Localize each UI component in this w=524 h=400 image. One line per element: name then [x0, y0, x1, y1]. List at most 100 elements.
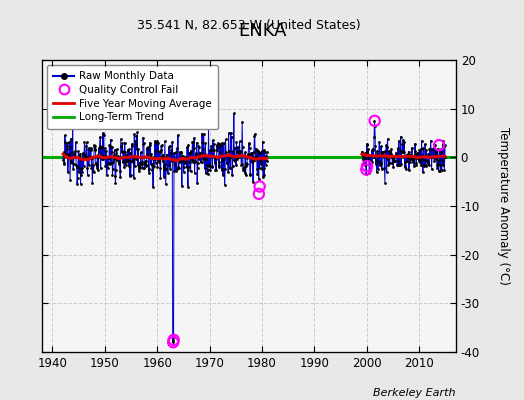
Point	[244, 152, 252, 158]
Point	[126, 149, 135, 156]
Point	[440, 143, 448, 149]
Point	[198, 130, 206, 137]
Point	[405, 167, 413, 173]
Point	[133, 129, 141, 136]
Point	[143, 162, 151, 169]
Point	[165, 144, 173, 150]
Point	[228, 163, 237, 169]
Point	[145, 170, 154, 176]
Point	[384, 136, 392, 142]
Point	[169, 334, 178, 341]
Point	[257, 161, 265, 167]
Point	[418, 156, 427, 162]
Title: 35.541 N, 82.653 W (United States): 35.541 N, 82.653 W (United States)	[137, 20, 361, 32]
Point	[114, 153, 122, 159]
Text: ENKA: ENKA	[238, 22, 286, 40]
Point	[97, 145, 105, 151]
Point	[64, 151, 72, 158]
Point	[105, 154, 113, 161]
Point	[438, 157, 446, 164]
Point	[205, 162, 213, 168]
Point	[256, 150, 265, 156]
Point	[146, 151, 154, 158]
Point	[435, 142, 443, 148]
Point	[171, 157, 179, 164]
Point	[154, 147, 162, 154]
Point	[430, 158, 439, 164]
Point	[431, 156, 440, 162]
Point	[183, 144, 191, 150]
Point	[68, 149, 77, 155]
Point	[425, 162, 433, 168]
Point	[422, 162, 430, 168]
Point	[366, 152, 375, 159]
Point	[434, 160, 442, 166]
Point	[366, 153, 374, 159]
Point	[379, 149, 387, 155]
Point	[204, 125, 213, 131]
Point	[403, 154, 412, 161]
Point	[161, 160, 169, 167]
Point	[111, 179, 119, 186]
Point	[190, 144, 198, 151]
Point	[369, 147, 377, 154]
Point	[75, 153, 83, 159]
Point	[169, 339, 177, 346]
Point	[127, 142, 136, 149]
Point	[236, 149, 245, 156]
Point	[246, 171, 254, 178]
Point	[139, 140, 148, 147]
Point	[259, 164, 268, 171]
Point	[85, 162, 93, 168]
Point	[392, 152, 400, 159]
Point	[399, 149, 408, 156]
Point	[78, 165, 86, 171]
Point	[421, 141, 429, 147]
Point	[59, 149, 68, 155]
Point	[214, 143, 222, 150]
Point	[405, 148, 413, 155]
Point	[391, 150, 400, 156]
Point	[222, 149, 230, 155]
Point	[92, 160, 100, 166]
Point	[132, 155, 140, 162]
Point	[112, 150, 121, 156]
Point	[239, 166, 248, 173]
Point	[113, 146, 121, 153]
Point	[378, 152, 387, 158]
Point	[153, 138, 161, 144]
Point	[148, 163, 157, 170]
Point	[76, 150, 84, 157]
Point	[423, 160, 432, 166]
Point	[373, 169, 381, 175]
Point	[183, 167, 192, 174]
Point	[396, 148, 404, 154]
Point	[373, 148, 381, 154]
Point	[195, 144, 203, 150]
Point	[176, 149, 184, 155]
Point	[93, 164, 101, 171]
Point	[230, 110, 238, 116]
Point	[219, 166, 227, 172]
Point	[400, 164, 409, 170]
Point	[433, 146, 442, 152]
Point	[165, 161, 173, 168]
Point	[108, 166, 117, 172]
Point	[144, 146, 152, 152]
Point	[245, 140, 253, 147]
Point	[396, 162, 405, 168]
Point	[239, 167, 248, 173]
Point	[121, 139, 129, 146]
Point	[86, 147, 95, 153]
Point	[193, 180, 201, 186]
Point	[116, 174, 125, 181]
Point	[184, 164, 193, 170]
Point	[428, 146, 436, 152]
Point	[255, 164, 264, 171]
Point	[248, 157, 257, 164]
Point	[219, 172, 227, 178]
Point	[195, 150, 204, 156]
Point	[229, 148, 237, 154]
Point	[184, 183, 192, 190]
Y-axis label: Temperature Anomaly (°C): Temperature Anomaly (°C)	[497, 127, 510, 285]
